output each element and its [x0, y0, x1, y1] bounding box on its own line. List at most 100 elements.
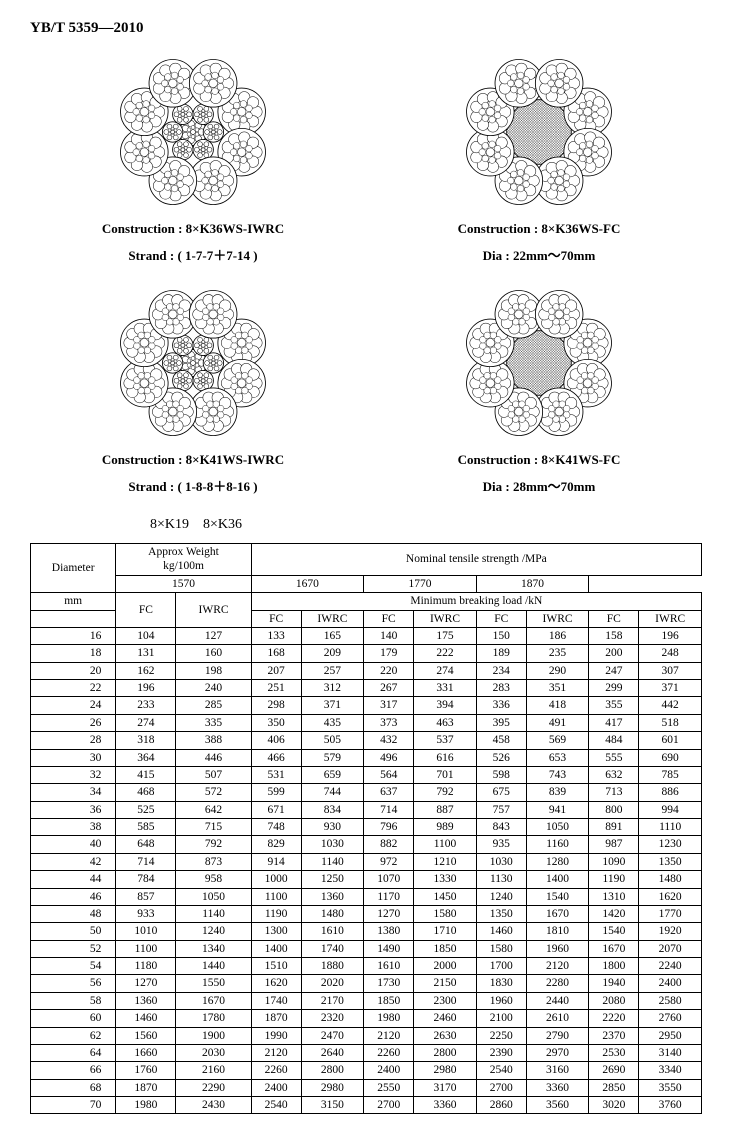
- cell: 60: [31, 1010, 116, 1027]
- cell: 1480: [639, 871, 702, 888]
- strand-label: Strand : ( 1-8-8＋8-16 ): [128, 476, 257, 495]
- table-body: 1610412713316514017515018615819618131160…: [31, 627, 702, 1114]
- cell: 2970: [526, 1044, 589, 1061]
- cell: 748: [251, 819, 301, 836]
- cell: 2800: [414, 1044, 477, 1061]
- cell: 1510: [251, 958, 301, 975]
- cell: 56: [31, 975, 116, 992]
- cell: 3160: [526, 1062, 589, 1079]
- cell: 3140: [639, 1044, 702, 1061]
- cell: 317: [364, 697, 414, 714]
- cell: 127: [176, 627, 251, 644]
- rope-cross-section-icon: [108, 47, 278, 217]
- cell: 2790: [526, 1027, 589, 1044]
- cell: 713: [589, 784, 639, 801]
- cell: 335: [176, 714, 251, 731]
- cell: 1400: [526, 871, 589, 888]
- cell: 632: [589, 766, 639, 783]
- cell: 1660: [116, 1044, 176, 1061]
- cell: 2700: [364, 1097, 414, 1114]
- col-grade: 1670: [251, 575, 364, 592]
- cell: 36: [31, 801, 116, 818]
- cell: 1960: [526, 940, 589, 957]
- cell: 435: [301, 714, 364, 731]
- cell: 1670: [589, 940, 639, 957]
- cell: 251: [251, 680, 301, 697]
- cell: 1610: [364, 958, 414, 975]
- cell: 1250: [301, 871, 364, 888]
- cell: 1270: [116, 975, 176, 992]
- cell: 1960: [476, 992, 526, 1009]
- cell: 2950: [639, 1027, 702, 1044]
- cell: 196: [639, 627, 702, 644]
- cell: 2980: [414, 1062, 477, 1079]
- cell: 2160: [176, 1062, 251, 1079]
- cell: 1100: [414, 836, 477, 853]
- cell: 3340: [639, 1062, 702, 1079]
- cell: 873: [176, 853, 251, 870]
- table-row: 7019802430254031502700336028603560302037…: [31, 1097, 702, 1114]
- cell: 1740: [301, 940, 364, 957]
- cell: 839: [526, 784, 589, 801]
- cell: 235: [526, 645, 589, 662]
- cell: 648: [116, 836, 176, 853]
- cell: 1230: [639, 836, 702, 853]
- cell: 283: [476, 680, 526, 697]
- table-row: 4893311401190148012701580135016701420177…: [31, 905, 702, 922]
- table-row: 6617602160226028002400298025403160269033…: [31, 1062, 702, 1079]
- cell: 179: [364, 645, 414, 662]
- cell: 463: [414, 714, 477, 731]
- cell: 1010: [116, 923, 176, 940]
- cell: 200: [589, 645, 639, 662]
- cell: 1140: [176, 905, 251, 922]
- construction-label: Construction : 8×K41WS-FC: [454, 452, 624, 468]
- rope-cross-section-icon: [108, 278, 278, 448]
- cell: 3150: [301, 1097, 364, 1114]
- cell: 58: [31, 992, 116, 1009]
- cell: 40: [31, 836, 116, 853]
- cell: 175: [414, 627, 477, 644]
- cell: 64: [31, 1044, 116, 1061]
- cell: 930: [301, 819, 364, 836]
- table-row: 5813601670174021701850230019602440208025…: [31, 992, 702, 1009]
- cell: 1620: [251, 975, 301, 992]
- cell: 373: [364, 714, 414, 731]
- col-iwrc: IWRC: [176, 593, 251, 628]
- cell: 38: [31, 819, 116, 836]
- cell: 1160: [526, 836, 589, 853]
- cell: 1130: [476, 871, 526, 888]
- cell: 715: [176, 819, 251, 836]
- cell: 267: [364, 680, 414, 697]
- cell: 792: [176, 836, 251, 853]
- table-row: 6014601780187023201980246021002610222027…: [31, 1010, 702, 1027]
- cell: 442: [639, 697, 702, 714]
- cell: 599: [251, 784, 301, 801]
- cell: 458: [476, 732, 526, 749]
- cell: 70: [31, 1097, 116, 1114]
- cell: 1240: [476, 888, 526, 905]
- cell: 1940: [589, 975, 639, 992]
- cell: 54: [31, 958, 116, 975]
- cell: 886: [639, 784, 702, 801]
- col-sub: FC: [364, 610, 414, 627]
- table-row: 34468572599744637792675839713886: [31, 784, 702, 801]
- cell: 3760: [639, 1097, 702, 1114]
- col-minbreak: Minimum breaking load /kN: [251, 593, 701, 610]
- cell: 30: [31, 749, 116, 766]
- cell: 62: [31, 1027, 116, 1044]
- cell: 1170: [364, 888, 414, 905]
- cell: 987: [589, 836, 639, 853]
- cell: 882: [364, 836, 414, 853]
- cell: 2760: [639, 1010, 702, 1027]
- diagram-k36ws-fc: Construction : 8×K36WS-FC: [454, 47, 624, 237]
- cell: 1990: [251, 1027, 301, 1044]
- cell: 290: [526, 662, 589, 679]
- cell: 579: [301, 749, 364, 766]
- cell: 743: [526, 766, 589, 783]
- cell: 432: [364, 732, 414, 749]
- cell: 222: [414, 645, 477, 662]
- cell: 891: [589, 819, 639, 836]
- cell: 1400: [251, 940, 301, 957]
- cell: 2460: [414, 1010, 477, 1027]
- cell: 1360: [301, 888, 364, 905]
